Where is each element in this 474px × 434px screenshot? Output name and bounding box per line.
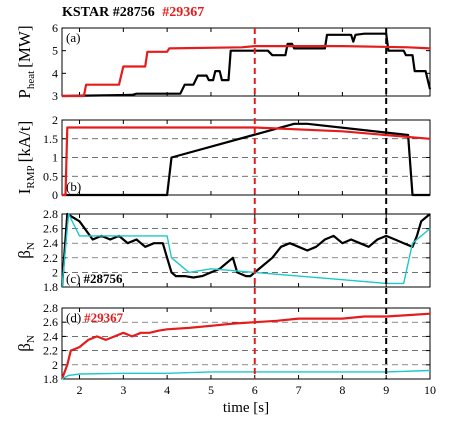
x-tick-label: 8 — [339, 383, 345, 397]
series-cyan-line — [61, 213, 431, 288]
y-axis-label-main: P — [15, 89, 34, 98]
panel-label: (c) #28756 — [66, 271, 123, 286]
y-axis-label: Pheat [MW] — [15, 25, 37, 98]
axes-box — [61, 213, 431, 288]
x-tick-label: 7 — [296, 383, 302, 397]
panels: 3 4 5 6 (a) Pheat [MW] 0 0.5 1 1.5 2 (b) IRMP [kA/t] 1.… — [15, 21, 436, 416]
y-axis-label: IRMP [kA/t] — [15, 121, 37, 194]
axes-box — [61, 27, 431, 97]
time-markers — [253, 28, 388, 379]
y-axis-label-sub: N — [25, 242, 37, 250]
series-black-line — [61, 32, 432, 98]
y-tick-label: 2.2 — [43, 251, 58, 265]
y-tick-label: 4 — [52, 66, 58, 80]
title-shot-red: #29367 — [162, 5, 204, 20]
y-axis-label-main: β — [15, 343, 34, 352]
y-tick-label: 2.4 — [43, 329, 58, 343]
y-tick-label: 2.8 — [43, 301, 58, 315]
x-tick-label: 3 — [120, 383, 126, 397]
figure-title: KSTAR #28756 #29367 — [62, 5, 204, 20]
y-tick-label: 2.4 — [43, 236, 58, 250]
y-axis-label-sub: RMP — [25, 165, 37, 188]
y-tick-label: 2 — [52, 358, 58, 372]
title-shot-black: KSTAR #28756 — [62, 5, 155, 20]
x-tick-label: 5 — [208, 383, 214, 397]
x-axis-label: time [s] — [223, 400, 269, 416]
x-tick-label: 9 — [383, 383, 389, 397]
y-axis-label-sub: N — [25, 335, 37, 343]
panel-label: (a) — [66, 30, 80, 45]
panel-label: (b) — [66, 179, 81, 194]
y-axis-label: βN — [15, 242, 37, 259]
y-axis-label: βN — [15, 335, 37, 352]
y-tick-label: 1.5 — [43, 132, 58, 146]
axes-box — [61, 307, 431, 380]
x-tick-label: 10 — [424, 383, 436, 397]
y-tick-label: 5 — [52, 44, 58, 58]
y-tick-label: 1.8 — [43, 280, 58, 294]
y-axis-label-unit: [MW] — [15, 25, 34, 67]
y-tick-label: 1.8 — [43, 372, 58, 386]
y-tick-label: 1 — [52, 151, 58, 165]
series-red-line — [62, 126, 431, 197]
y-tick-label: 2 — [52, 113, 58, 127]
y-tick-label: 6 — [52, 21, 58, 35]
y-tick-label: 2.8 — [43, 207, 58, 221]
y-axis-label-main: β — [15, 250, 34, 259]
series-cyan-line — [61, 369, 431, 380]
y-tick-label: 2.6 — [43, 222, 58, 236]
y-axis-label-sub: heat — [25, 71, 37, 89]
panel-tag: #29367 — [84, 310, 124, 325]
panel-3: 1.822.22.42.62.8 (c) #28756 βN — [15, 207, 431, 294]
panel-tag: #28756 — [83, 271, 123, 286]
y-tick-label: 0 — [52, 188, 58, 202]
series-black-line — [62, 122, 430, 197]
y-tick-label: 2.6 — [43, 315, 58, 329]
panel-1: 3 4 5 6 (a) Pheat [MW] — [15, 21, 432, 103]
y-tick-label: 2 — [52, 265, 58, 279]
x-tick-label: 4 — [164, 383, 170, 397]
y-tick-label: 3 — [52, 89, 58, 103]
series-red-line — [60, 312, 431, 380]
y-tick-label: 0.5 — [43, 169, 58, 183]
series-red-line — [62, 44, 431, 98]
y-axis-label-main: I — [15, 188, 34, 194]
x-tick-label: 6 — [252, 383, 258, 397]
y-tick-label: 2.2 — [43, 344, 58, 358]
y-axis-label-unit: [kA/t] — [15, 121, 34, 163]
panel-label: (d) #29367 — [66, 310, 124, 325]
series-black-line — [60, 212, 431, 288]
panel-2: 0 0.5 1 1.5 2 (b) IRMP [kA/t] — [15, 113, 431, 202]
x-tick-label: 2 — [77, 383, 83, 397]
